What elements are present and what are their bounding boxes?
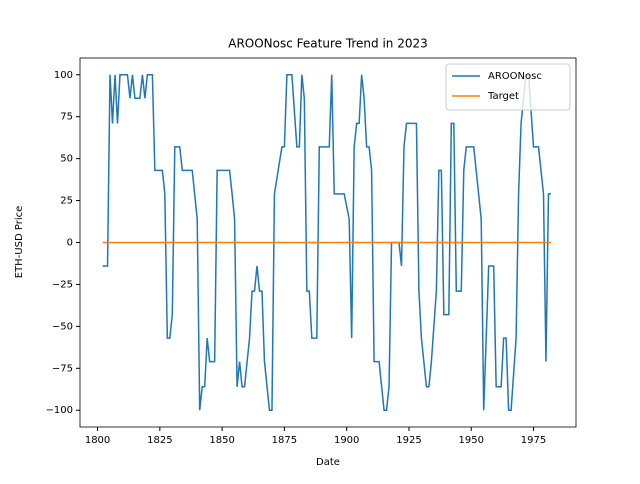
y-tick-label: 50 (60, 154, 73, 165)
y-tick-label: 100 (54, 70, 73, 81)
y-axis-label: ETH-USD Price (14, 206, 25, 279)
plot-frame (79, 57, 577, 428)
y-tick-label: −75 (52, 363, 73, 374)
x-tick-label: 1925 (396, 435, 421, 446)
x-tick-label: 1950 (459, 435, 484, 446)
y-tick-label: −50 (52, 321, 73, 332)
legend-label: Target (487, 91, 519, 102)
x-tick-label: 1825 (147, 435, 172, 446)
x-tick-label: 1875 (272, 435, 297, 446)
y-tick-label: −25 (52, 279, 73, 290)
x-tick-label: 1900 (334, 435, 359, 446)
y-tick-label: 25 (60, 196, 73, 207)
data-line (102, 74, 551, 411)
x-axis-label: Date (316, 457, 340, 468)
legend-label: AROONosc (488, 71, 542, 82)
x-tick-label: 1800 (85, 435, 110, 446)
x-tick-label: 1975 (521, 435, 546, 446)
y-tick-label: 75 (60, 112, 73, 123)
x-tick-label: 1850 (209, 435, 234, 446)
y-tick-label: −100 (46, 405, 73, 416)
chart-title: AROONosc Feature Trend in 2023 (228, 37, 428, 51)
y-tick-label: 0 (67, 238, 73, 249)
